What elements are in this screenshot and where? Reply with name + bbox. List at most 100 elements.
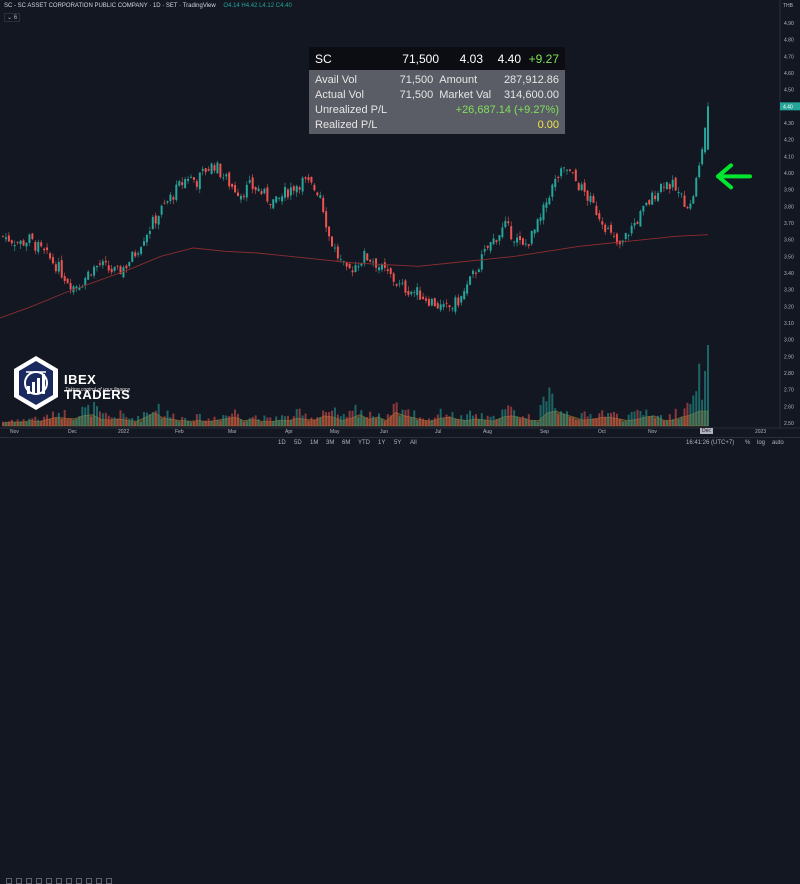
- volume-bar: [175, 420, 178, 426]
- candle: [198, 172, 201, 190]
- candle: [639, 211, 642, 227]
- price-chart[interactable]: 2.50 2.60 2.70 2.80 2.90 3.00 3.10 3.20 3.30 3.40…: [0, 0, 800, 450]
- volume-bar: [363, 417, 366, 426]
- volume-bar: [410, 417, 413, 426]
- candle: [46, 247, 49, 251]
- timeframe-6m-button[interactable]: 6M: [342, 440, 351, 446]
- candle: [210, 163, 213, 174]
- volume-bar: [145, 412, 148, 426]
- auto-toggle[interactable]: auto: [772, 440, 784, 446]
- candle: [645, 202, 648, 206]
- volume-bar: [498, 418, 501, 426]
- timeframe-1y-button[interactable]: 1Y: [378, 440, 386, 446]
- volume-bar: [560, 411, 563, 426]
- candle: [474, 272, 477, 274]
- volume-bar: [648, 416, 651, 426]
- candle: [395, 284, 398, 286]
- candle: [234, 184, 237, 193]
- candle: [16, 242, 19, 243]
- volume-bar: [489, 416, 492, 426]
- candle: [292, 186, 295, 191]
- volume-bar: [301, 415, 304, 426]
- volume-bar: [674, 408, 677, 426]
- brush-tool-icon[interactable]: [36, 878, 42, 884]
- candle: [692, 196, 695, 204]
- indicator-toggle[interactable]: ⌄ 6: [4, 13, 21, 22]
- volume-bar: [692, 395, 695, 426]
- volume-bar: [319, 417, 322, 426]
- fib-tool-icon[interactable]: [26, 878, 32, 884]
- timeframe-ytd-button[interactable]: YTD: [358, 440, 370, 446]
- percent-toggle[interactable]: %: [745, 440, 751, 446]
- timeframe-1d-button[interactable]: 1D: [278, 440, 286, 446]
- volume-bar: [13, 422, 16, 426]
- candle: [557, 176, 560, 178]
- y-tick-label: 3.30: [784, 288, 794, 294]
- candle: [257, 188, 260, 192]
- candle: [84, 278, 87, 285]
- volume-bar: [339, 416, 342, 426]
- trendline-tool-icon[interactable]: [16, 878, 22, 884]
- volume-bar: [592, 418, 595, 426]
- candle: [536, 219, 539, 232]
- lock-tool-icon[interactable]: [86, 878, 92, 884]
- candle: [143, 241, 145, 246]
- timeframe-5d-button[interactable]: 5D: [294, 440, 302, 446]
- trash-tool-icon[interactable]: [106, 878, 112, 884]
- timeframe-5y-button[interactable]: 5Y: [394, 440, 402, 446]
- volume-bar: [639, 411, 642, 426]
- position-row: Actual Vol 71,500 Market Val 314,600.00: [315, 87, 559, 102]
- candle: [472, 270, 474, 275]
- y-tick-label: 4.60: [784, 71, 794, 77]
- volume-bar: [151, 411, 154, 426]
- volume-bar: [134, 422, 137, 426]
- volume-bar: [57, 412, 60, 426]
- candle: [701, 149, 704, 165]
- text-tool-icon[interactable]: [46, 878, 52, 884]
- candle: [513, 241, 516, 243]
- volume-bar: [157, 403, 160, 426]
- volume-bar: [469, 410, 472, 426]
- zoom-tool-icon[interactable]: [66, 878, 72, 884]
- measure-tool-icon[interactable]: [56, 878, 62, 884]
- eye-tool-icon[interactable]: [96, 878, 102, 884]
- candle: [469, 276, 472, 285]
- candle: [184, 179, 187, 188]
- candle: [160, 205, 163, 215]
- y-tick-label: 3.00: [784, 338, 794, 344]
- volume-bar: [680, 416, 683, 426]
- volume-bar: [439, 408, 442, 426]
- volume-bar: [342, 414, 345, 426]
- timeframe-1m-button[interactable]: 1M: [310, 440, 319, 446]
- logo-tagline: Taking control of your finance: [65, 387, 131, 393]
- candle: [524, 243, 527, 245]
- candle: [151, 217, 154, 230]
- volume-bar: [54, 418, 57, 426]
- volume-bar: [601, 410, 604, 426]
- candle: [319, 195, 322, 198]
- volume-bar: [154, 410, 157, 426]
- candle: [4, 237, 7, 240]
- candle: [169, 194, 172, 201]
- candle: [657, 192, 660, 201]
- volume-bar: [266, 417, 269, 426]
- volume-bar: [172, 413, 175, 426]
- volume-bar: [398, 416, 401, 426]
- volume-bar: [40, 421, 43, 426]
- volume-bar: [257, 419, 260, 426]
- volume-bar: [163, 416, 166, 426]
- magnet-tool-icon[interactable]: [76, 878, 82, 884]
- cursor-tool-icon[interactable]: [6, 878, 12, 884]
- candle: [451, 308, 454, 310]
- timeframe-3m-button[interactable]: 3M: [326, 440, 335, 446]
- timeframe-all-button[interactable]: All: [410, 440, 417, 446]
- volume-bar: [204, 420, 207, 426]
- candle: [630, 225, 633, 234]
- moving-average-line: [0, 234, 709, 319]
- position-avg-cost: 4.03: [459, 51, 483, 66]
- log-toggle[interactable]: log: [757, 440, 766, 446]
- x-tick-label: Aug: [483, 429, 492, 435]
- volume-bar: [72, 419, 75, 426]
- candle: [113, 266, 116, 271]
- volume-bar: [231, 413, 234, 426]
